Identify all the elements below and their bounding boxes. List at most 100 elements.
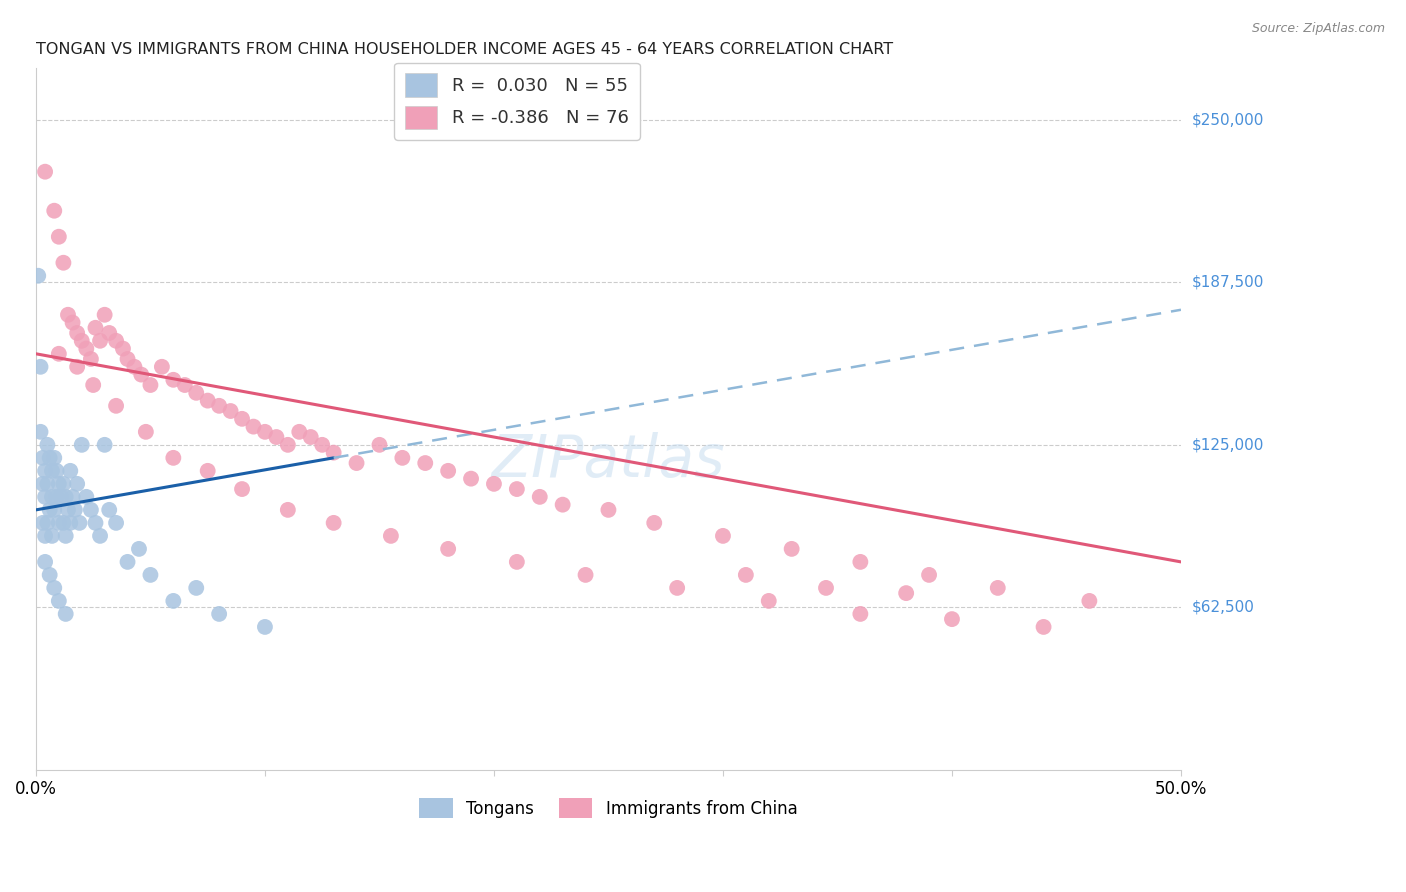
Point	[105, 399, 128, 413]
Point	[529, 490, 551, 504]
Point	[80, 503, 103, 517]
Point	[55, 490, 77, 504]
Point	[84, 320, 107, 334]
Point	[734, 568, 756, 582]
Point	[437, 464, 460, 478]
Point	[63, 503, 86, 517]
Point	[52, 256, 75, 270]
Point	[111, 342, 134, 356]
Point	[346, 456, 368, 470]
Point	[242, 419, 264, 434]
Point	[93, 308, 115, 322]
Point	[266, 430, 288, 444]
Point	[69, 516, 91, 530]
Point	[135, 425, 157, 439]
Point	[253, 620, 276, 634]
Point	[75, 490, 97, 504]
Point	[66, 359, 89, 374]
Point	[506, 482, 529, 496]
Point	[666, 581, 689, 595]
Point	[894, 586, 917, 600]
Point	[129, 368, 152, 382]
Point	[62, 316, 84, 330]
Point	[643, 516, 665, 530]
Point	[34, 529, 56, 543]
Point	[52, 476, 75, 491]
Point	[117, 351, 139, 366]
Point	[38, 503, 60, 517]
Point	[56, 503, 79, 517]
Point	[322, 516, 344, 530]
Point	[105, 516, 128, 530]
Point	[277, 503, 299, 517]
Text: Source: ZipAtlas.com: Source: ZipAtlas.com	[1251, 22, 1385, 36]
Point	[139, 378, 162, 392]
Point	[89, 529, 111, 543]
Point	[44, 203, 66, 218]
Point	[41, 464, 63, 478]
Point	[89, 334, 111, 348]
Point	[128, 541, 150, 556]
Point	[45, 490, 67, 504]
Point	[197, 393, 219, 408]
Point	[506, 555, 529, 569]
Point	[59, 464, 82, 478]
Point	[31, 516, 53, 530]
Point	[44, 503, 66, 517]
Point	[80, 351, 103, 366]
Point	[139, 568, 162, 582]
Point	[299, 430, 322, 444]
Point	[551, 498, 574, 512]
Point	[48, 229, 70, 244]
Point	[70, 334, 93, 348]
Point	[34, 555, 56, 569]
Legend: Tongans, Immigrants from China: Tongans, Immigrants from China	[413, 791, 804, 825]
Text: $187,500: $187,500	[1192, 275, 1264, 290]
Point	[55, 529, 77, 543]
Point	[814, 581, 837, 595]
Point	[598, 503, 620, 517]
Point	[37, 438, 59, 452]
Point	[758, 594, 780, 608]
Point	[186, 385, 208, 400]
Point	[231, 482, 253, 496]
Point	[780, 541, 803, 556]
Point	[56, 308, 79, 322]
Point	[30, 425, 52, 439]
Point	[460, 472, 482, 486]
Point	[987, 581, 1010, 595]
Text: TONGAN VS IMMIGRANTS FROM CHINA HOUSEHOLDER INCOME AGES 45 - 64 YEARS CORRELATIO: TONGAN VS IMMIGRANTS FROM CHINA HOUSEHOL…	[37, 42, 893, 57]
Point	[75, 342, 97, 356]
Point	[34, 464, 56, 478]
Point	[162, 594, 184, 608]
Point	[98, 326, 121, 340]
Point	[70, 438, 93, 452]
Point	[1078, 594, 1101, 608]
Point	[380, 529, 402, 543]
Point	[574, 568, 596, 582]
Point	[55, 607, 77, 621]
Point	[48, 516, 70, 530]
Text: $62,500: $62,500	[1192, 600, 1256, 615]
Point	[49, 490, 72, 504]
Point	[849, 607, 872, 621]
Point	[277, 438, 299, 452]
Point	[150, 359, 173, 374]
Point	[66, 476, 89, 491]
Point	[711, 529, 734, 543]
Point	[31, 476, 53, 491]
Point	[124, 359, 146, 374]
Point	[219, 404, 242, 418]
Point	[1032, 620, 1054, 634]
Point	[34, 164, 56, 178]
Point	[197, 464, 219, 478]
Point	[37, 516, 59, 530]
Point	[93, 438, 115, 452]
Point	[941, 612, 963, 626]
Point	[59, 516, 82, 530]
Point	[41, 529, 63, 543]
Point	[162, 373, 184, 387]
Point	[38, 450, 60, 465]
Point	[391, 450, 413, 465]
Point	[105, 334, 128, 348]
